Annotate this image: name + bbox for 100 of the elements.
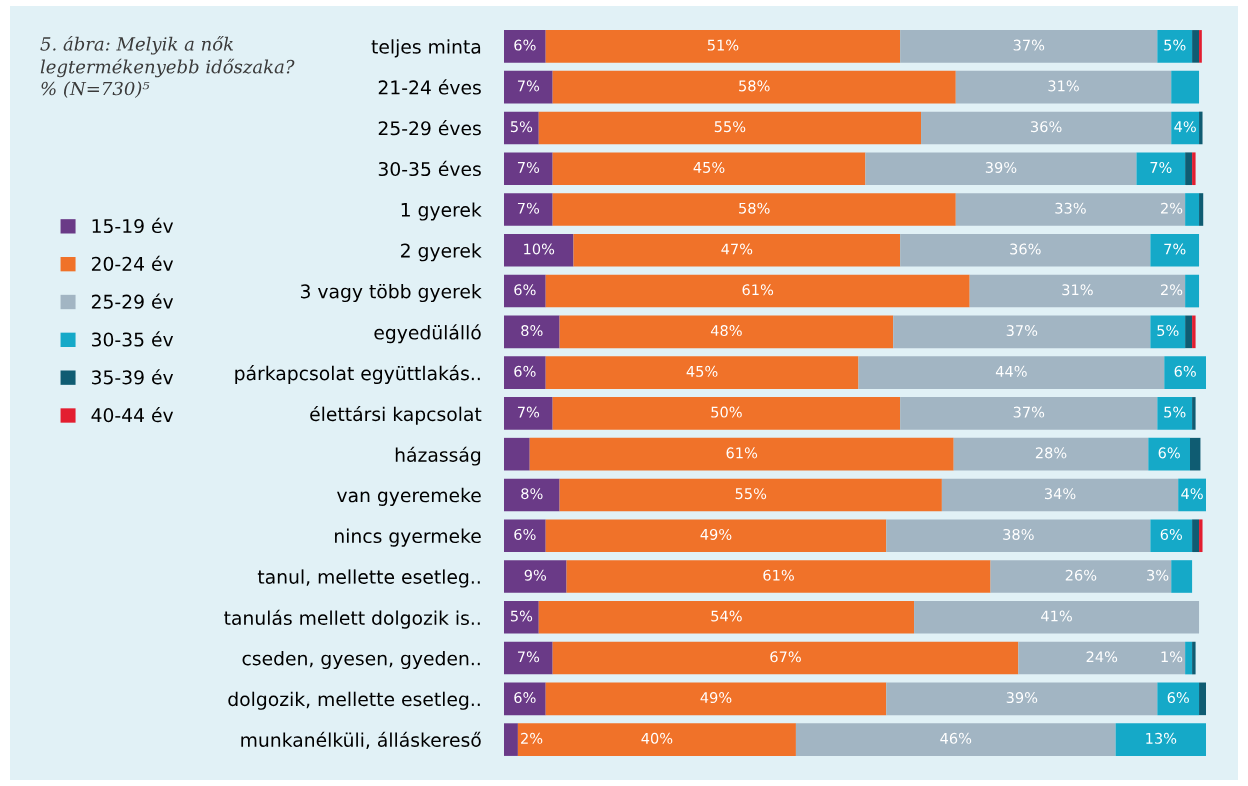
data-label: 6% [514,528,536,540]
data-label: 36% [1031,121,1062,133]
bar [1185,641,1193,675]
data-label: 7% [517,651,540,663]
bar [538,600,915,634]
data-label: 6% [514,365,536,377]
bar [1150,233,1200,267]
data-label: 38% [1003,528,1034,540]
bar [504,600,539,634]
y-tick-label: 21-24 éves [378,79,481,95]
data-label: 1% [1161,651,1183,663]
bar [1192,315,1196,349]
bar [545,30,901,63]
bar [559,315,894,349]
data-label: 61% [742,284,774,296]
bar [886,682,1158,716]
bar [552,70,956,104]
data-label: 61% [763,569,794,581]
bar [504,356,546,389]
bar [1185,193,1200,226]
y-tick-label: cseden, gyesen, gyeden.. [242,650,480,670]
data-label: 7% [517,80,540,92]
data-label: 48% [710,325,742,337]
bar [545,682,887,716]
data-label: 58% [739,202,770,214]
data-label: 2% [521,732,543,744]
data-label: 26% [1065,569,1097,581]
bar [893,315,1151,349]
bar [1192,641,1196,675]
bar [504,152,553,186]
bar [545,356,859,389]
data-label: 7% [1150,161,1172,173]
data-label: 39% [985,161,1017,173]
bar [1192,397,1196,430]
bar [566,560,991,593]
bar [921,111,1172,145]
bar [552,397,901,430]
y-tick-label: dolgozik, mellette esetleg.. [228,691,480,710]
bar [552,193,956,226]
data-label: 3% [1147,569,1169,581]
bar [1199,193,1204,226]
data-label: 6% [1158,447,1180,459]
data-label: 41% [1041,610,1072,622]
data-label: 50% [711,406,742,418]
bar [538,111,922,145]
data-label: 39% [1006,692,1038,704]
bar [504,274,546,308]
data-label: 8% [521,325,543,337]
bar [1150,315,1186,349]
data-label: 31% [1062,284,1093,296]
bar [1190,437,1201,471]
data-label: 10% [524,243,555,255]
bar [504,193,553,226]
data-label: 33% [1055,202,1086,214]
y-tick-label: párkapcsolat együttlakás.. [235,365,480,385]
bar [504,478,560,512]
data-label: 54% [711,610,742,622]
bar [504,723,518,756]
data-label: 31% [1048,80,1079,92]
bar [504,233,574,267]
data-label: 8% [521,488,543,500]
bar [1192,152,1196,186]
bar [504,682,546,716]
y-tick-label: házasság [395,446,481,466]
data-label: 7% [517,202,540,214]
bar [1199,30,1202,63]
data-label: 2% [1161,202,1183,214]
data-label: 47% [721,243,753,255]
data-label: 55% [714,121,746,133]
data-label: 7% [1164,243,1186,255]
bar [504,641,553,675]
data-label: 55% [735,488,767,500]
data-label: 6% [514,284,536,296]
data-label: 4% [1181,488,1203,500]
legend-label: 30-35 év [91,331,174,347]
bar [504,30,546,63]
bar [858,356,1165,389]
data-label: 45% [693,161,725,173]
legend-label: 35-39 év [91,369,174,385]
bar [504,70,553,104]
data-label: 46% [940,732,972,744]
data-label: 4% [1174,121,1196,133]
bar [1192,519,1200,553]
data-label: 24% [1086,651,1118,663]
text: 5. ábra: Melyik a nők legtermékenyebb időszaka? % (N=730)⁵ [40,36,295,98]
y-tick-label: 25-29 éves [378,120,481,136]
y-tick-label: tanul, mellette esetleg.. [257,569,480,588]
bar [545,274,970,308]
bar [1150,519,1193,553]
data-label: 6% [514,39,536,51]
data-label: 34% [1044,488,1076,500]
data-label: 9% [524,569,547,581]
data-label: 61% [726,447,758,459]
y-tick-label: van gyeremeke [337,487,481,506]
bar [552,641,1019,675]
bar [990,560,1172,593]
bar [1171,560,1193,593]
bar [529,437,954,471]
legend-label: 25-29 év [91,293,174,309]
data-label: 5% [1164,406,1186,418]
